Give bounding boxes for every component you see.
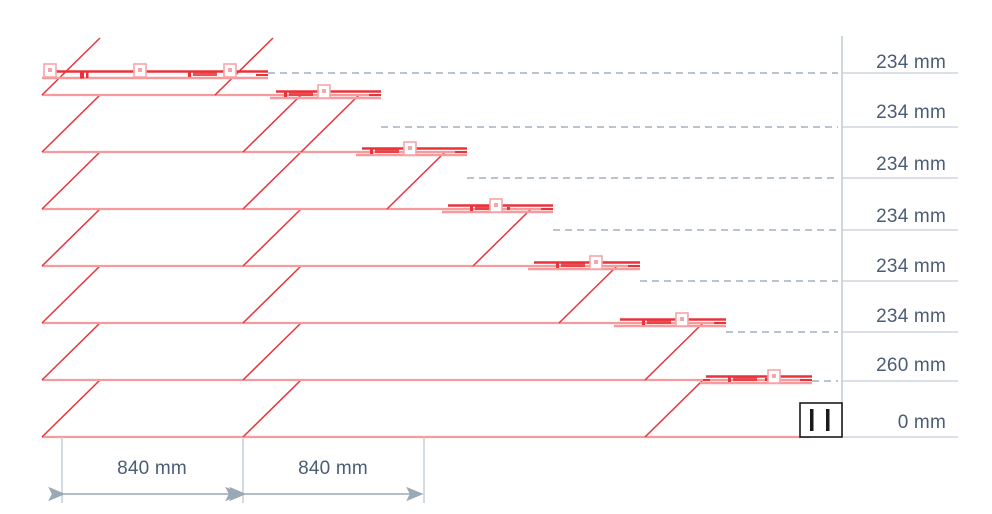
fixing-clip (289, 92, 313, 96)
tile-joint (214, 37, 274, 96)
tile-joint (472, 208, 532, 267)
scale-rules (842, 72, 958, 438)
tile-course-5 (41, 208, 640, 271)
tile-joint (242, 208, 302, 267)
tile-joint (644, 379, 704, 438)
tile-joint (644, 322, 704, 381)
course-height-label: 234 mm (876, 306, 946, 327)
tile-joint (242, 322, 302, 381)
course-left-edge (41, 379, 812, 438)
course-left-edge (41, 37, 101, 96)
tile-course-4 (41, 151, 553, 214)
tile-joint (242, 151, 302, 210)
fixing-pin (80, 71, 84, 79)
fixing-pin (188, 70, 191, 77)
fixing-clip (193, 72, 217, 76)
fixing-marker-core (772, 374, 776, 378)
tile-joint (242, 265, 302, 324)
fixing-detail-group (470, 204, 510, 211)
fixing-pin (728, 375, 731, 382)
tile-width-scale: 840 mm 840 mm (48, 437, 425, 503)
fixing-clip (475, 206, 499, 210)
fixing-marker-core (594, 260, 598, 264)
tile-course-8 (41, 379, 812, 439)
detail-tick-bar (810, 409, 814, 431)
fixing-pin (642, 318, 645, 325)
fixing-marker-core (680, 317, 684, 321)
tile-joint (386, 151, 446, 210)
leader-lines (268, 72, 838, 382)
course-height-label: 234 mm (876, 256, 946, 277)
fixing-marker-core (48, 68, 52, 72)
course-height-label: 260 mm (876, 355, 946, 376)
course-height-label: 234 mm (876, 154, 946, 175)
course-height-label: 234 mm (876, 102, 946, 123)
tile-joint (558, 265, 618, 324)
course-height-scale: 234 mm 234 mm 234 mm 234 mm 234 mm 234 m… (841, 36, 958, 438)
course-height-label: 234 mm (876, 52, 946, 73)
tile-field (41, 37, 812, 439)
tile-course-1 (42, 63, 268, 80)
course-left-edge (41, 208, 553, 267)
detail-box-outline (799, 402, 843, 438)
tile-course-3 (41, 94, 467, 157)
fixing-pin (86, 72, 89, 78)
fixing-clip (375, 149, 399, 153)
fixing-pin (370, 147, 373, 154)
tile-course-7 (41, 322, 812, 385)
detail-callout-box (799, 402, 843, 438)
course-height-label: 0 mm (898, 412, 946, 433)
tile-width-label: 840 mm (298, 458, 368, 479)
fixing-pin (284, 90, 287, 97)
tile-width-label: 840 mm (117, 458, 187, 479)
course-height-label: 234 mm (876, 206, 946, 227)
tile-course-2 (41, 37, 381, 100)
fixing-marker-core (494, 203, 498, 207)
course-left-edge (41, 322, 726, 381)
tile-joint (242, 94, 302, 153)
fixing-pin (556, 261, 559, 268)
fixing-detail-group (728, 375, 768, 382)
detail-tick-bar (826, 409, 830, 431)
tile-joint (300, 94, 360, 153)
fixing-dot (507, 207, 510, 210)
fixing-clip (647, 320, 671, 324)
fixing-marker-core (138, 68, 142, 72)
tile-joint (242, 379, 302, 438)
fixing-marker-core (408, 146, 412, 150)
course-left-edge (41, 151, 467, 210)
fixing-marker-core (322, 89, 326, 93)
fixing-dot (765, 378, 768, 381)
fixing-clip (733, 377, 757, 381)
fixing-clip (561, 263, 585, 267)
course-left-edge (41, 265, 640, 324)
tile-course-6 (41, 265, 726, 328)
fixing-pin (470, 204, 473, 211)
fixing-marker-core (228, 68, 232, 72)
